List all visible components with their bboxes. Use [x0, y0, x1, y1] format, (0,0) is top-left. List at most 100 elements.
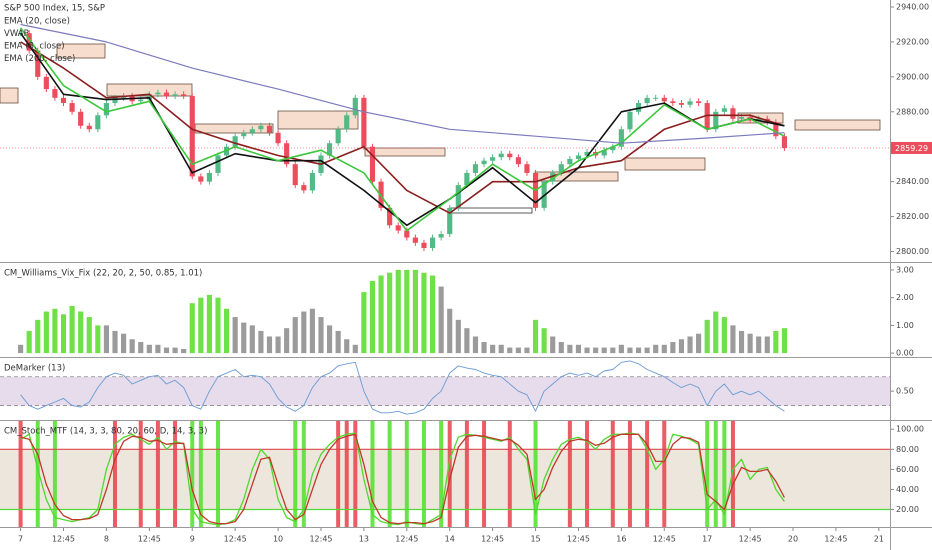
pane-title: CM_Stoch_MTF (14, 3, 3, 80, 20, 60, D, 1… [4, 427, 207, 437]
bar [455, 319, 461, 354]
bar [352, 344, 358, 354]
legend-entry: EMA (200, close) [4, 54, 75, 64]
stoch-line [20, 433, 785, 525]
zone [534, 171, 619, 182]
bar [163, 347, 170, 354]
candle [610, 146, 616, 151]
x-tick-label: 15 [530, 535, 540, 544]
bar [52, 308, 58, 354]
bar [610, 347, 616, 354]
candle [421, 242, 427, 249]
candle [635, 103, 642, 112]
bar [326, 325, 333, 354]
y-tick-label: 2820.00 [896, 212, 929, 221]
bar [498, 344, 504, 354]
bar [661, 344, 667, 354]
bar [601, 347, 607, 354]
bar [472, 336, 479, 354]
y-tick-label: 1.00 [896, 321, 914, 330]
sell-signal [353, 421, 358, 527]
indicator-line [19, 27, 785, 232]
sell-signal [585, 421, 590, 527]
sell-signal [113, 421, 118, 527]
bar [103, 325, 109, 354]
bar [764, 336, 770, 354]
candle [326, 143, 333, 156]
candle [721, 108, 727, 112]
x-tick-label: 14 [445, 535, 455, 544]
bar [550, 336, 556, 354]
bar [206, 294, 212, 354]
candle [26, 33, 32, 51]
bar [481, 342, 487, 354]
candle [146, 94, 152, 100]
pane-plot [0, 360, 890, 415]
bar [404, 269, 410, 354]
x-tick-label: 20 [788, 535, 798, 544]
y-tick-label: 0.00 [896, 349, 914, 358]
buy-signal [439, 421, 444, 527]
zone [364, 147, 446, 157]
buy-signal [713, 421, 718, 527]
candle [232, 136, 238, 147]
bar [584, 347, 590, 354]
sell-signal [344, 421, 349, 527]
candle [266, 125, 273, 133]
bar [121, 333, 127, 354]
bar [335, 330, 341, 354]
candle [284, 143, 290, 165]
x-tick-label: 12:45 [138, 535, 161, 544]
candle [481, 160, 487, 165]
candle [249, 129, 255, 133]
y-tick-label: 2920.00 [896, 37, 929, 46]
candle [206, 172, 212, 182]
candle [292, 164, 298, 186]
bar [369, 281, 376, 354]
chart-title: S&P 500 Index, 15, S&P [4, 4, 105, 14]
candle [241, 132, 247, 137]
candle [447, 207, 453, 235]
bar [215, 297, 221, 354]
candle [172, 94, 178, 97]
x-tick-label: 12:45 [739, 535, 762, 544]
y-tick-label: 0.50 [896, 387, 914, 396]
candle [653, 97, 659, 99]
candle [601, 150, 607, 156]
candle [215, 155, 221, 173]
pane-plot [0, 421, 890, 527]
bar [756, 336, 762, 354]
candle [773, 122, 779, 137]
y-tick-label: 2940.00 [896, 2, 929, 11]
x-tick-label: 12:45 [653, 535, 676, 544]
bar [490, 344, 496, 354]
candle [498, 153, 504, 158]
x-tick-label: 12:45 [824, 535, 847, 544]
pane: 0.00 1.00 2.00 3.00 CM_Williams_Vix_Fix (22,… [4, 265, 914, 357]
pane-plot [18, 269, 788, 354]
candle [369, 146, 376, 182]
candle [670, 101, 676, 104]
candle [550, 172, 556, 182]
bar [60, 314, 67, 354]
candle [335, 129, 341, 144]
last-price-label: 2859.29 [895, 144, 928, 153]
candle [224, 146, 230, 156]
bar [644, 347, 650, 354]
candle [678, 103, 685, 105]
bar [747, 333, 753, 354]
buy-signal [370, 421, 375, 527]
bar [532, 319, 539, 354]
bar [687, 336, 693, 354]
x-tick-label: 9 [190, 535, 195, 544]
zone [277, 110, 359, 130]
candle [309, 172, 315, 191]
bar [773, 330, 779, 354]
legend-entry: VWAP [4, 29, 29, 39]
bar [627, 347, 633, 354]
sell-signal [645, 421, 650, 527]
sell-signal [336, 421, 341, 527]
bar [713, 311, 719, 354]
pane-title: CM_Williams_Vix_Fix (22, 20, 2, 50, 0.85… [4, 269, 202, 279]
zone [624, 157, 706, 171]
